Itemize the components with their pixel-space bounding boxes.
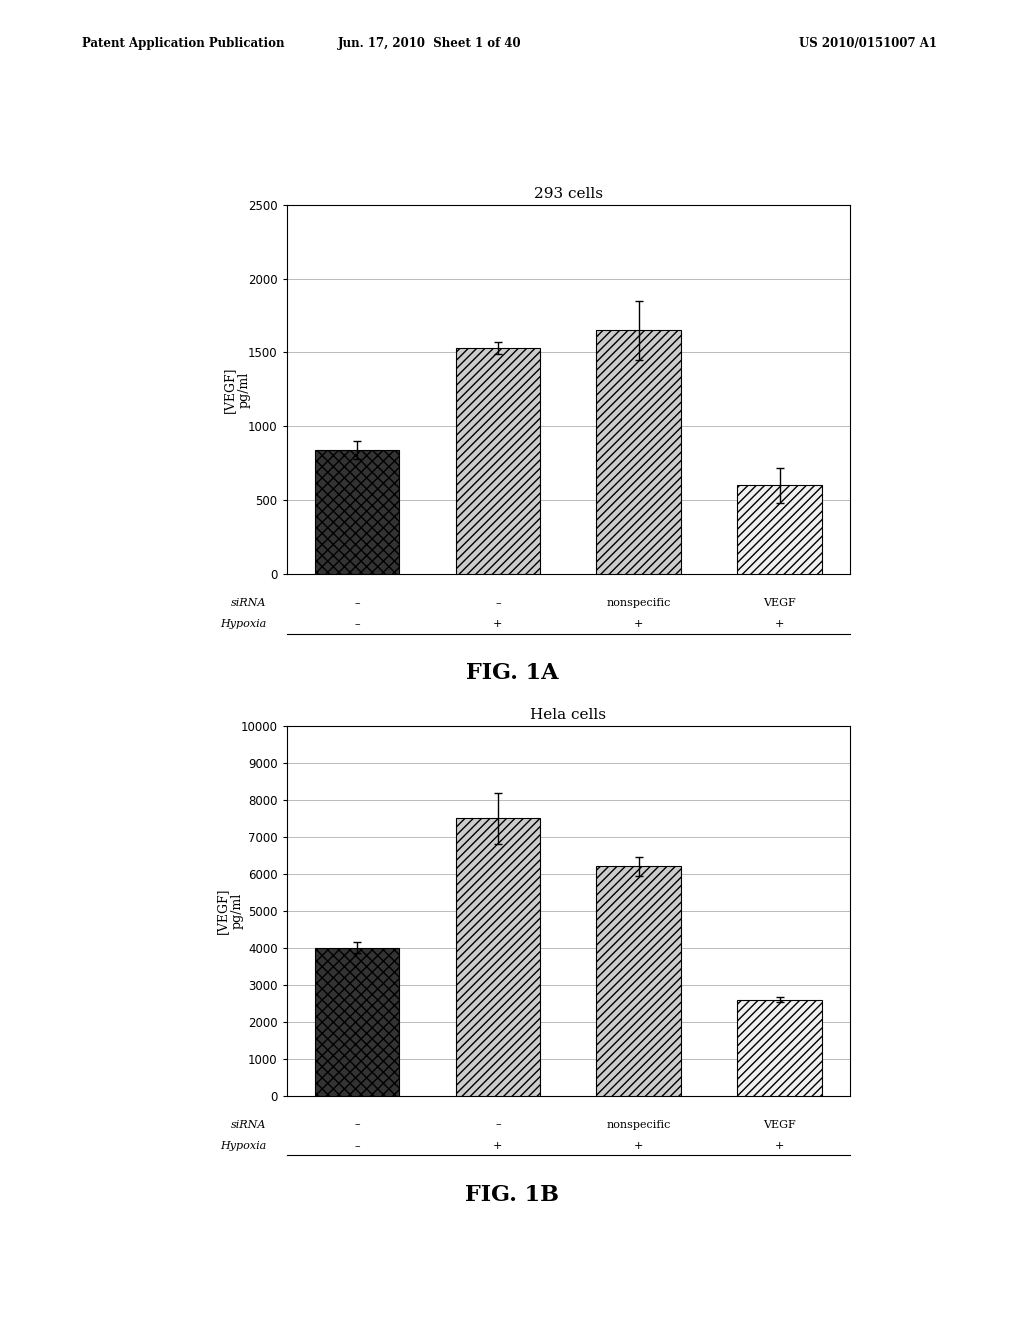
Text: Jun. 17, 2010  Sheet 1 of 40: Jun. 17, 2010 Sheet 1 of 40	[338, 37, 522, 50]
Text: siRNA: siRNA	[230, 598, 266, 609]
Text: –: –	[496, 598, 501, 609]
Text: Hypoxia: Hypoxia	[220, 619, 266, 630]
Text: +: +	[775, 1140, 784, 1151]
Bar	[456, 818, 541, 1096]
Text: FIG. 1B: FIG. 1B	[465, 1184, 559, 1205]
Text: –: –	[354, 598, 359, 609]
Text: Patent Application Publication: Patent Application Publication	[82, 37, 285, 50]
Text: –: –	[496, 1119, 501, 1130]
Text: nonspecific: nonspecific	[606, 1119, 671, 1130]
Bar	[456, 348, 541, 574]
Bar	[596, 330, 681, 574]
Text: –: –	[354, 619, 359, 630]
Text: US 2010/0151007 A1: US 2010/0151007 A1	[799, 37, 937, 50]
Bar	[737, 486, 821, 574]
Text: +: +	[634, 1140, 643, 1151]
Bar	[737, 999, 821, 1096]
Text: +: +	[775, 619, 784, 630]
Bar	[315, 450, 399, 574]
Text: +: +	[494, 619, 503, 630]
Title: Hela cells: Hela cells	[530, 708, 606, 722]
Y-axis label: [VEGF]
pg/ml: [VEGF] pg/ml	[216, 887, 244, 935]
Text: VEGF: VEGF	[763, 1119, 796, 1130]
Title: 293 cells: 293 cells	[534, 186, 603, 201]
Text: VEGF: VEGF	[763, 598, 796, 609]
Text: siRNA: siRNA	[230, 1119, 266, 1130]
Text: FIG. 1A: FIG. 1A	[466, 663, 558, 684]
Text: +: +	[634, 619, 643, 630]
Text: nonspecific: nonspecific	[606, 598, 671, 609]
Bar	[315, 948, 399, 1096]
Text: +: +	[494, 1140, 503, 1151]
Bar	[596, 866, 681, 1096]
Text: Hypoxia: Hypoxia	[220, 1140, 266, 1151]
Text: –: –	[354, 1140, 359, 1151]
Text: –: –	[354, 1119, 359, 1130]
Y-axis label: [VEGF]
pg/ml: [VEGF] pg/ml	[223, 366, 251, 413]
